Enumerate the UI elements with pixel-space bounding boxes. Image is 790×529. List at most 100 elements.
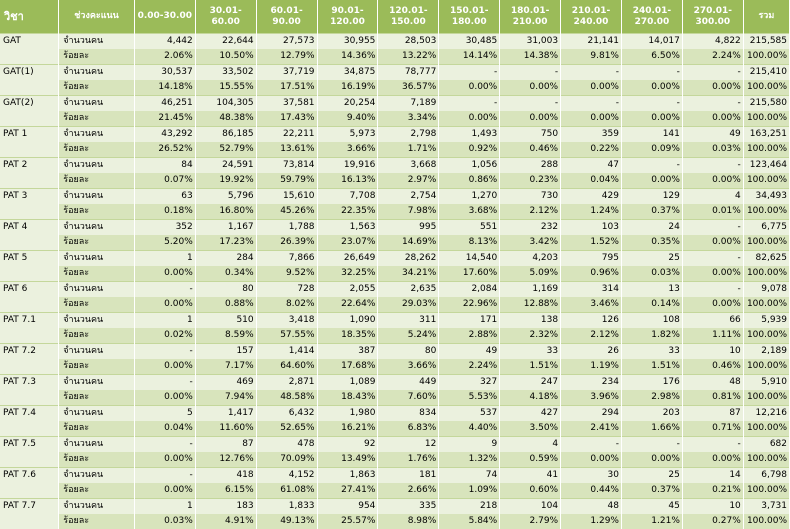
value-cell: 0.00% (500, 80, 561, 96)
total-cell: 215,410 (743, 65, 789, 81)
value-cell: 183 (195, 499, 256, 515)
value-cell: 104 (500, 499, 561, 515)
range-col-header: 120.01- 150.00 (378, 0, 439, 34)
value-cell: 0.86% (439, 173, 500, 189)
value-cell: 0.00% (561, 80, 622, 96)
percent-label: ร้อยละ (59, 328, 135, 344)
value-cell: 0.27% (682, 514, 743, 529)
value-cell: 1,980 (317, 406, 378, 422)
value-cell: 66 (682, 313, 743, 329)
value-cell: 0.04% (561, 173, 622, 189)
value-cell: 2.12% (561, 328, 622, 344)
value-cell: 3.50% (500, 421, 561, 437)
subject-cell: PAT 7.6 (0, 468, 59, 484)
value-cell: 3.34% (378, 111, 439, 127)
value-cell: 1,863 (317, 468, 378, 484)
count-label: จำนวนคน (59, 375, 135, 391)
range-col-header: 210.01- 240.00 (561, 0, 622, 34)
range-col-header: 240.01- 270.00 (621, 0, 682, 34)
value-cell: 14.14% (439, 49, 500, 65)
value-cell: 138 (500, 313, 561, 329)
total-cell: 100.00% (743, 173, 789, 189)
value-cell: 126 (561, 313, 622, 329)
value-cell: 8.98% (378, 514, 439, 529)
value-cell: 4,203 (500, 251, 561, 267)
value-cell: 1.24% (561, 204, 622, 220)
value-cell: 5 (134, 406, 195, 422)
value-cell: 359 (561, 127, 622, 143)
value-cell: 0.35% (621, 235, 682, 251)
range-header: ช่วงคะแนน (59, 0, 135, 34)
count-label: จำนวนคน (59, 158, 135, 174)
value-cell: 469 (195, 375, 256, 391)
value-cell: 0.00% (621, 80, 682, 96)
value-cell: 4.40% (439, 421, 500, 437)
value-cell: 2.12% (500, 204, 561, 220)
value-cell: 954 (317, 499, 378, 515)
range-col-header: 180.01- 210.00 (500, 0, 561, 34)
value-cell: 0.00% (134, 297, 195, 313)
value-cell: 0.37% (621, 204, 682, 220)
value-cell: 23.07% (317, 235, 378, 251)
value-cell: 59.79% (256, 173, 317, 189)
subject-cell (0, 297, 59, 313)
value-cell: 1,788 (256, 220, 317, 236)
value-cell: 14 (682, 468, 743, 484)
value-cell: 41 (500, 468, 561, 484)
value-cell: 0.00% (682, 235, 743, 251)
total-cell: 100.00% (743, 204, 789, 220)
value-cell: 537 (439, 406, 500, 422)
value-cell: 0.02% (134, 328, 195, 344)
value-cell: - (134, 375, 195, 391)
value-cell: - (621, 437, 682, 453)
value-cell: 2,635 (378, 282, 439, 298)
value-cell: 15,610 (256, 189, 317, 205)
value-cell: 24,591 (195, 158, 256, 174)
value-cell: 7,708 (317, 189, 378, 205)
total-cell: 34,493 (743, 189, 789, 205)
value-cell: 49 (682, 127, 743, 143)
value-cell: 26.52% (134, 142, 195, 158)
count-label: จำนวนคน (59, 437, 135, 453)
value-cell: 5.20% (134, 235, 195, 251)
value-cell: 37,719 (256, 65, 317, 81)
value-cell: 1,414 (256, 344, 317, 360)
value-cell: 73,814 (256, 158, 317, 174)
value-cell: - (682, 65, 743, 81)
value-cell: 92 (317, 437, 378, 453)
value-cell: 20,254 (317, 96, 378, 112)
value-cell: 0.44% (561, 483, 622, 499)
value-cell: 1 (134, 499, 195, 515)
value-cell: 181 (378, 468, 439, 484)
value-cell: 26 (561, 344, 622, 360)
subject-cell (0, 80, 59, 96)
subject-cell: PAT 3 (0, 189, 59, 205)
value-cell: 6.50% (621, 49, 682, 65)
value-cell: 30,955 (317, 34, 378, 50)
value-cell: 12.76% (195, 452, 256, 468)
total-header: รวม (743, 0, 789, 34)
value-cell: 1,563 (317, 220, 378, 236)
value-cell: 2,798 (378, 127, 439, 143)
value-cell: 311 (378, 313, 439, 329)
subject-cell (0, 173, 59, 189)
value-cell: 232 (500, 220, 561, 236)
value-cell: 3.68% (439, 204, 500, 220)
percent-label: ร้อยละ (59, 235, 135, 251)
value-cell: 0.00% (500, 111, 561, 127)
subject-cell: GAT(2) (0, 96, 59, 112)
percent-label: ร้อยละ (59, 266, 135, 282)
value-cell: 0.00% (682, 266, 743, 282)
count-label: จำนวนคน (59, 127, 135, 143)
value-cell: 12.79% (256, 49, 317, 65)
value-cell: - (682, 251, 743, 267)
